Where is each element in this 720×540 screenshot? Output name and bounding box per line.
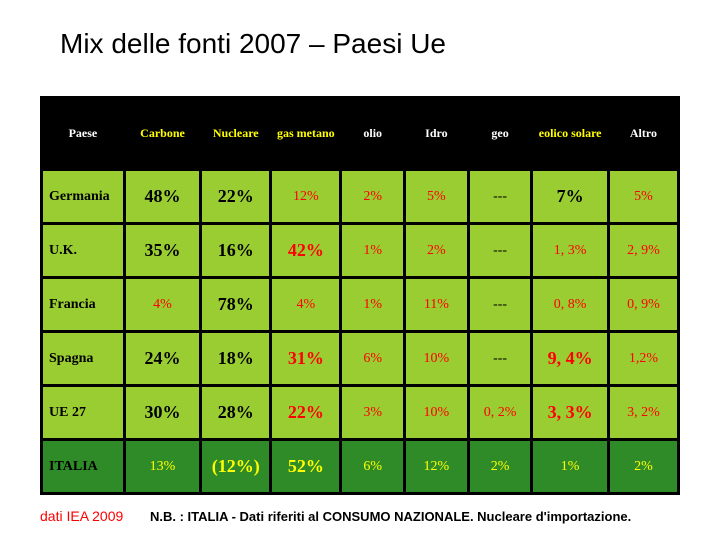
row-country: Francia — [42, 278, 125, 332]
cell-value: 10% — [405, 332, 469, 386]
cell-value: 0, 2% — [468, 386, 532, 440]
cell-value: 30% — [124, 386, 200, 440]
cell-value: 48% — [124, 170, 200, 224]
table-header-row: PaeseCarboneNuclearegas metanoolioIdroge… — [42, 98, 679, 170]
row-country: Spagna — [42, 332, 125, 386]
cell-value: 13% — [124, 440, 200, 494]
cell-value: 3, 2% — [608, 386, 678, 440]
cell-value: 12% — [405, 440, 469, 494]
cell-value: 11% — [405, 278, 469, 332]
table-row: Germania48%22%12%2%5%---7%5% — [42, 170, 679, 224]
table-row: U.K.35%16%42%1%2%---1, 3%2, 9% — [42, 224, 679, 278]
table-row: UE 2730%28%22%3%10%0, 2%3, 3%3, 2% — [42, 386, 679, 440]
col-header: Altro — [608, 98, 678, 170]
cell-value: 35% — [124, 224, 200, 278]
cell-value: 3% — [341, 386, 405, 440]
cell-value: 7% — [532, 170, 608, 224]
cell-value: 22% — [271, 386, 341, 440]
energy-mix-table-wrap: PaeseCarboneNuclearegas metanoolioIdroge… — [40, 96, 680, 495]
cell-value: 28% — [201, 386, 271, 440]
cell-value: 42% — [271, 224, 341, 278]
cell-value: 2% — [405, 224, 469, 278]
cell-value: --- — [468, 170, 532, 224]
row-country: U.K. — [42, 224, 125, 278]
slide-title: Mix delle fonti 2007 – Paesi Ue — [60, 28, 446, 60]
cell-value: (12%) — [201, 440, 271, 494]
cell-value: 4% — [124, 278, 200, 332]
row-country: Germania — [42, 170, 125, 224]
cell-value: 0, 9% — [608, 278, 678, 332]
col-header: Paese — [42, 98, 125, 170]
cell-value: 2% — [468, 440, 532, 494]
row-country: UE 27 — [42, 386, 125, 440]
col-header: geo — [468, 98, 532, 170]
cell-value: 24% — [124, 332, 200, 386]
col-header: eolico solare — [532, 98, 608, 170]
col-header: olio — [341, 98, 405, 170]
cell-value: --- — [468, 332, 532, 386]
cell-value: 52% — [271, 440, 341, 494]
cell-value: 2% — [341, 170, 405, 224]
table-row: Francia4%78%4%1%11%---0, 8%0, 9% — [42, 278, 679, 332]
table-row: Spagna24%18%31%6%10%---9, 4%1,2% — [42, 332, 679, 386]
cell-value: 3, 3% — [532, 386, 608, 440]
row-country: ITALIA — [42, 440, 125, 494]
cell-value: 1% — [341, 278, 405, 332]
energy-mix-table: PaeseCarboneNuclearegas metanoolioIdroge… — [40, 96, 680, 495]
cell-value: 1, 3% — [532, 224, 608, 278]
cell-value: 2, 9% — [608, 224, 678, 278]
cell-value: 12% — [271, 170, 341, 224]
col-header: gas metano — [271, 98, 341, 170]
data-source-label: dati IEA 2009 — [40, 508, 123, 524]
footer-note: N.B. : ITALIA - Dati riferiti al CONSUMO… — [150, 509, 631, 524]
cell-value: --- — [468, 224, 532, 278]
cell-value: 9, 4% — [532, 332, 608, 386]
cell-value: 5% — [405, 170, 469, 224]
cell-value: --- — [468, 278, 532, 332]
cell-value: 1% — [341, 224, 405, 278]
cell-value: 0, 8% — [532, 278, 608, 332]
cell-value: 31% — [271, 332, 341, 386]
cell-value: 16% — [201, 224, 271, 278]
cell-value: 5% — [608, 170, 678, 224]
cell-value: 1% — [532, 440, 608, 494]
col-header: Idro — [405, 98, 469, 170]
cell-value: 78% — [201, 278, 271, 332]
cell-value: 1,2% — [608, 332, 678, 386]
table-row: ITALIA13%(12%)52%6%12%2%1%2% — [42, 440, 679, 494]
cell-value: 6% — [341, 440, 405, 494]
col-header: Carbone — [124, 98, 200, 170]
cell-value: 10% — [405, 386, 469, 440]
cell-value: 4% — [271, 278, 341, 332]
table-body: Germania48%22%12%2%5%---7%5%U.K.35%16%42… — [42, 170, 679, 494]
cell-value: 6% — [341, 332, 405, 386]
cell-value: 18% — [201, 332, 271, 386]
col-header: Nucleare — [201, 98, 271, 170]
cell-value: 2% — [608, 440, 678, 494]
cell-value: 22% — [201, 170, 271, 224]
